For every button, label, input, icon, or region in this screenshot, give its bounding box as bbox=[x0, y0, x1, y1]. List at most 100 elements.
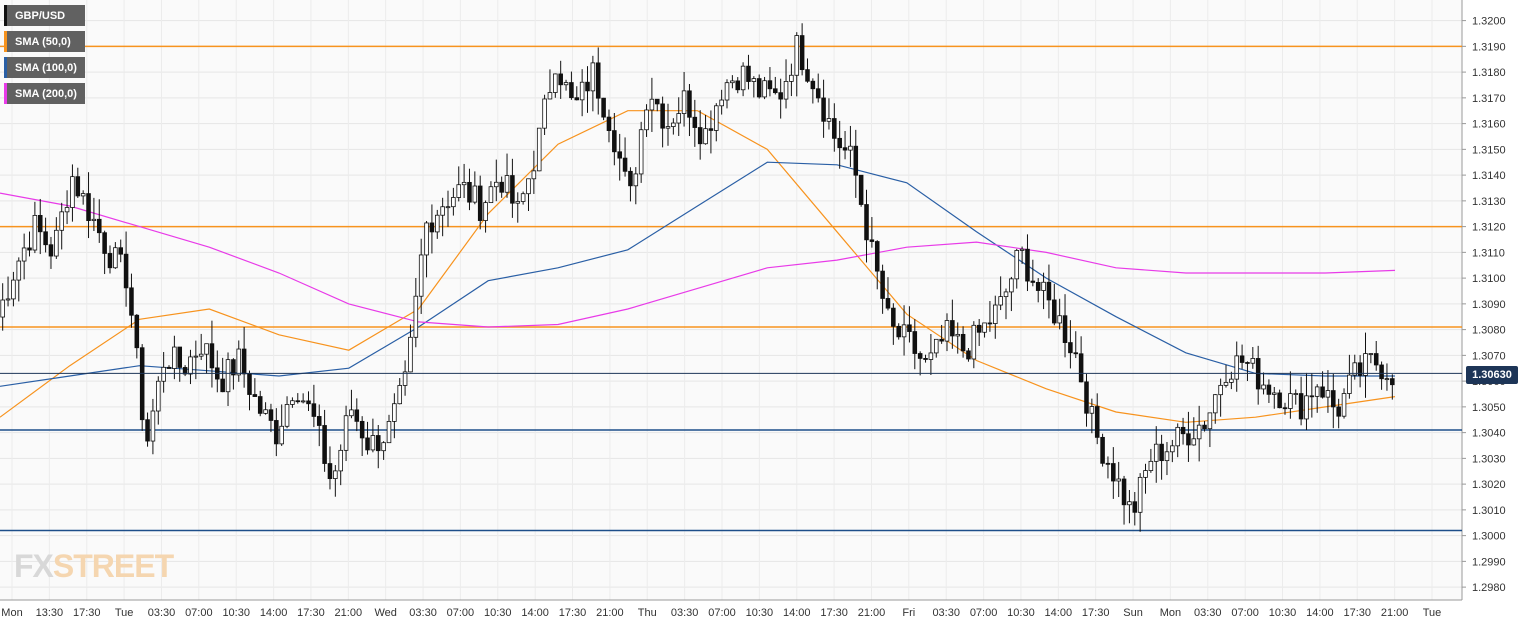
candle-body bbox=[569, 82, 574, 99]
current-price-label: 1.30630 bbox=[1466, 366, 1518, 384]
candle-body bbox=[1089, 406, 1095, 414]
candle-body bbox=[982, 322, 987, 333]
x-tick-label: Mon bbox=[1, 607, 22, 619]
candle-body bbox=[1320, 386, 1325, 398]
candle-body bbox=[1035, 282, 1041, 291]
candle-body bbox=[386, 421, 392, 444]
candle-body bbox=[343, 415, 349, 451]
candle-body bbox=[461, 181, 467, 186]
candle-body bbox=[697, 127, 703, 145]
candle-body bbox=[1186, 433, 1191, 446]
y-tick-label: 1.3040 bbox=[1472, 428, 1506, 440]
candle-body bbox=[338, 449, 343, 472]
plot-area bbox=[0, 0, 1462, 600]
candle-body bbox=[1175, 426, 1180, 447]
candle-body bbox=[1127, 501, 1132, 506]
x-tick-label: Tue bbox=[1423, 607, 1442, 619]
candle-body bbox=[665, 126, 671, 129]
candle-body bbox=[719, 99, 724, 107]
candle-body bbox=[842, 147, 848, 151]
candle-body bbox=[225, 359, 231, 393]
y-tick-label: 1.3030 bbox=[1472, 453, 1506, 465]
candle-body bbox=[268, 409, 274, 421]
x-tick-label: Tue bbox=[115, 607, 134, 619]
candle-body bbox=[429, 222, 435, 233]
y-tick-label: 1.2990 bbox=[1472, 556, 1506, 568]
x-tick-label: 10:30 bbox=[1269, 607, 1297, 619]
candle-body bbox=[397, 385, 402, 405]
candle-body bbox=[746, 65, 751, 82]
candle-body bbox=[783, 80, 789, 100]
candle-body bbox=[1245, 362, 1250, 364]
y-tick-label: 1.3130 bbox=[1472, 196, 1506, 208]
legend-item-sma100[interactable]: SMA (100,0) bbox=[4, 57, 85, 78]
candle-body bbox=[209, 343, 215, 369]
candle-body bbox=[703, 128, 708, 145]
candle-body bbox=[333, 470, 338, 479]
candle-body bbox=[64, 207, 70, 213]
candle-body bbox=[349, 409, 354, 417]
x-tick-label: 10:30 bbox=[484, 607, 512, 619]
candle-body bbox=[805, 69, 810, 82]
candle-body bbox=[853, 145, 859, 176]
candle-body bbox=[188, 356, 193, 375]
x-tick-label: 10:30 bbox=[1007, 607, 1035, 619]
candle-body bbox=[365, 437, 370, 451]
candle-body bbox=[1282, 407, 1288, 410]
candle-body bbox=[1196, 424, 1202, 440]
candle-body bbox=[445, 206, 451, 209]
candle-body bbox=[156, 380, 161, 412]
candle-body bbox=[520, 193, 526, 202]
legend-item-sma50[interactable]: SMA (50,0) bbox=[4, 31, 85, 52]
candle-body bbox=[542, 98, 547, 129]
legend-item-pair[interactable]: GBP/USD bbox=[4, 5, 85, 26]
logo-part-fx: FX bbox=[14, 548, 54, 584]
candle-body bbox=[735, 80, 741, 91]
candle-body bbox=[1132, 501, 1138, 513]
candle-body bbox=[864, 204, 869, 241]
candle-body bbox=[1293, 393, 1299, 395]
x-tick-label: 17:30 bbox=[73, 607, 101, 619]
x-tick-label: 10:30 bbox=[746, 607, 774, 619]
candle-body bbox=[1111, 463, 1116, 482]
legend-label: GBP/USD bbox=[15, 9, 66, 22]
x-tick-label: 21:00 bbox=[596, 607, 624, 619]
x-tick-label: 03:30 bbox=[932, 607, 960, 619]
legend-item-sma200[interactable]: SMA (200,0) bbox=[4, 83, 85, 104]
candle-body bbox=[182, 367, 188, 375]
y-tick-label: 1.3140 bbox=[1472, 170, 1506, 182]
x-tick-label: 14:00 bbox=[1045, 607, 1073, 619]
candle-body bbox=[515, 201, 521, 204]
candle-body bbox=[590, 62, 596, 92]
candle-body bbox=[933, 338, 939, 354]
y-tick-label: 1.3000 bbox=[1472, 531, 1506, 543]
candle-body bbox=[456, 184, 462, 198]
x-tick-label: 21:00 bbox=[1381, 607, 1409, 619]
candle-body bbox=[585, 81, 590, 92]
x-tick-label: 14:00 bbox=[521, 607, 549, 619]
candle-body bbox=[896, 325, 901, 338]
candle-body bbox=[730, 80, 735, 84]
candle-body bbox=[762, 80, 767, 98]
candle-body bbox=[649, 98, 655, 111]
candle-body bbox=[1057, 315, 1062, 324]
candle-body bbox=[601, 97, 606, 118]
candle-body bbox=[789, 74, 794, 82]
candle-body bbox=[96, 218, 102, 234]
x-tick-label: 21:00 bbox=[858, 607, 886, 619]
candle-body bbox=[1373, 353, 1379, 366]
candle-body bbox=[1363, 353, 1368, 376]
candle-body bbox=[901, 324, 907, 338]
candle-body bbox=[869, 239, 875, 242]
candle-body bbox=[392, 403, 397, 422]
y-tick-label: 1.3120 bbox=[1472, 222, 1506, 234]
sma-line-0 bbox=[0, 110, 1396, 423]
candle-body bbox=[499, 181, 504, 193]
candle-body bbox=[955, 333, 960, 337]
x-tick-label: 14:00 bbox=[1306, 607, 1334, 619]
candle-body bbox=[257, 396, 263, 414]
candle-body bbox=[1368, 353, 1374, 355]
candle-body bbox=[794, 35, 800, 76]
candle-body bbox=[316, 416, 322, 426]
candle-body bbox=[1309, 395, 1315, 398]
